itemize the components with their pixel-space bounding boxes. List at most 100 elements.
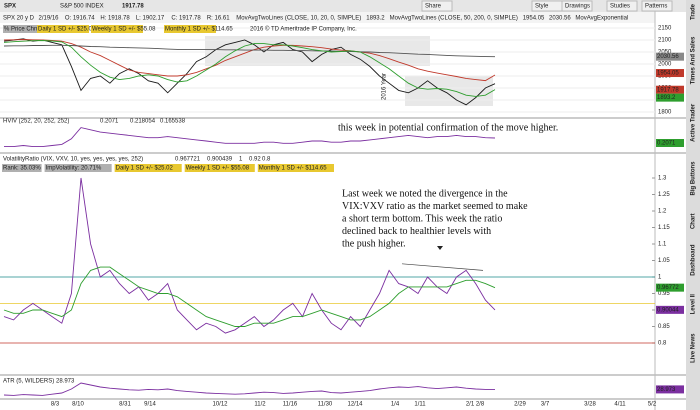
y-tick-label: 2150	[658, 26, 672, 32]
sidebar	[686, 0, 700, 410]
y-tick-label: 0.8	[658, 341, 667, 347]
study-value: 1	[239, 157, 243, 163]
sidebar-tab[interactable]: Dashboard	[691, 244, 697, 276]
y-tick-label: 1.25	[658, 192, 670, 198]
annotation: declined back to healthier levels with	[342, 226, 491, 237]
x-tick-label: 8/3	[51, 402, 60, 408]
header-item: SPX 20 y D	[3, 16, 35, 22]
header-item: MovAvgTwoLines (CLOSE, 50, 200, 0, SIMPL…	[390, 16, 518, 22]
current-bg	[656, 52, 684, 61]
current-label: 1893.2	[657, 95, 676, 101]
annotation: VIX:VXV ratio as the market seemed to ma…	[342, 201, 528, 212]
sidebar-tab[interactable]: Trade	[691, 3, 697, 20]
sidebar-tab[interactable]: Level II	[691, 294, 697, 315]
label-bg	[257, 164, 334, 172]
button[interactable]	[561, 0, 593, 12]
x-tick-label: 12/14	[347, 402, 363, 408]
x-tick-label: 9/14	[144, 402, 156, 408]
annotation: Last week we noted the divergence in the	[342, 188, 508, 199]
y-tick-label: 2050	[658, 50, 672, 56]
x-tick-label: 3/7	[541, 402, 550, 408]
header-item: 1893.2	[366, 16, 385, 22]
button-label[interactable]: Studies	[610, 4, 630, 10]
header-item: 2/19/16	[39, 16, 60, 22]
header-item: MovAvgExponential	[575, 16, 628, 22]
ratio-sub: Rank: 35.03%	[3, 166, 41, 172]
header-item: C: 1917.78	[171, 16, 201, 22]
header-item: O: 1916.74	[65, 16, 95, 22]
price-label: Daily 1 SD +/- $25.02	[38, 27, 96, 33]
study-value: 0.2071	[100, 119, 119, 125]
price-label: % Price Chng 4.85	[4, 27, 55, 33]
current-label: 0.2071	[657, 141, 676, 147]
trend-line	[401, 263, 484, 271]
y-tick-label: 1.15	[658, 225, 670, 231]
ratio-line	[3, 266, 496, 327]
sidebar-tab[interactable]: Active Trader	[691, 103, 697, 142]
label-bg	[3, 25, 37, 33]
button[interactable]	[606, 0, 638, 12]
current-label: 1917.78	[657, 87, 679, 93]
price-line	[3, 40, 496, 97]
x-tick-label: 2/29	[514, 402, 526, 408]
label-bg	[164, 25, 216, 33]
button-label[interactable]: Style	[535, 4, 549, 10]
x-tick-label: 11/30	[318, 402, 333, 408]
ratio-sub: Daily 1 SD +/- $25.02	[116, 166, 174, 172]
current-bg	[656, 85, 684, 94]
label-bg	[91, 25, 143, 33]
x-tick-label: 11/2	[254, 402, 266, 408]
button[interactable]	[421, 0, 453, 12]
header-item: H: 1918.78	[100, 16, 130, 22]
study-value: 0.967721	[175, 157, 201, 163]
label-bg	[2, 164, 42, 172]
y-tick-label: 0.95	[658, 291, 670, 297]
current-bg	[656, 305, 684, 314]
ratio-sub: Monthly 1 SD +/- $114.65	[259, 166, 327, 172]
button[interactable]	[641, 0, 673, 12]
button-label[interactable]: Patterns	[645, 4, 667, 10]
sidebar-tab[interactable]: Chart	[691, 213, 697, 229]
current-label: 28.973	[657, 387, 676, 393]
annotation: the push higher.	[342, 238, 406, 249]
x-tick-label: 2/8	[476, 402, 485, 408]
current-label: 1954.05	[657, 71, 679, 77]
sidebar-tab[interactable]: Live News	[691, 333, 697, 363]
study-value: 0.8	[262, 157, 271, 163]
current-bg	[656, 93, 684, 102]
x-tick-label: 3/28	[584, 402, 596, 408]
hv-line	[4, 127, 496, 148]
x-tick-label: 8/31	[119, 402, 131, 408]
shade-box	[405, 76, 493, 106]
y-tick-label: 1.05	[658, 258, 670, 264]
price-label: Weekly 1 SD +/- $55.08	[92, 27, 156, 33]
study-label: HVIV (252, 20, 252, 252)	[3, 119, 69, 125]
ratio-line	[3, 177, 496, 334]
sidebar-tab[interactable]: Times And Sales	[691, 36, 697, 84]
study-value: 0.900439	[207, 157, 233, 163]
study-value: 0.218054	[130, 119, 156, 125]
current-bg	[656, 283, 684, 292]
y-tick-label: 1.3	[658, 176, 667, 182]
arrow	[437, 246, 443, 250]
header-item: R: 16.61	[207, 16, 230, 22]
sidebar-tab[interactable]: Big Buttons	[691, 161, 697, 196]
label-bg	[184, 164, 255, 172]
current-label: 0.96772	[657, 285, 679, 291]
button-label[interactable]: Drawings	[565, 4, 590, 10]
current-label: 2030.56	[657, 54, 679, 60]
x-tick-label: 4/11	[614, 402, 626, 408]
header-item: MovAvgTwoLines (CLOSE, 10, 20, 0, SIMPLE…	[236, 16, 361, 22]
header-item: 2030.56	[549, 16, 571, 22]
annotation: a short term bottom. This week the ratio	[342, 213, 502, 224]
y-tick-label: 2000	[658, 62, 672, 68]
current-label: 0.90044	[657, 307, 679, 313]
button-label[interactable]: Share	[425, 4, 442, 10]
x-tick-label: 11/16	[283, 402, 298, 408]
study-label: VolatilityRatio (VIX, VXV, 10, yes, yes,…	[3, 157, 143, 163]
y-tick-label: 1.1	[658, 242, 667, 248]
current-bg	[656, 69, 684, 78]
price-line	[3, 39, 496, 82]
x-tick-label: 2/1	[466, 402, 475, 408]
